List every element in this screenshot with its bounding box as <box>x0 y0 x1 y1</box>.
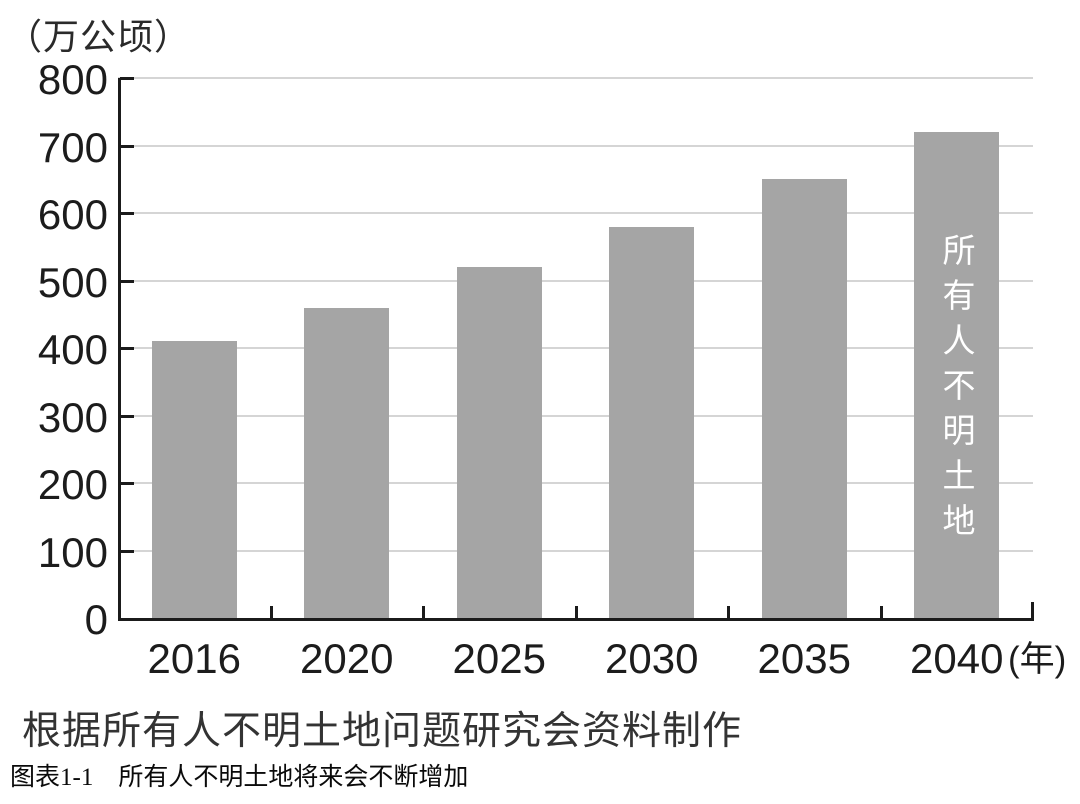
y-axis-label-400: 400 <box>37 326 108 373</box>
y-axis-tick-700 <box>120 144 134 148</box>
gridline-800 <box>118 77 1033 79</box>
gridline-700 <box>118 144 1033 147</box>
figure-caption: 图表1-1 所有人不明土地将来会不断增加 <box>10 764 469 791</box>
x-axis-line <box>118 618 1034 621</box>
x-axis-label-2040: 2040 <box>910 635 1004 682</box>
y-axis-label-100: 100 <box>37 528 108 576</box>
y-axis-tick-600 <box>120 212 134 215</box>
x-axis-end-tick <box>1031 602 1034 618</box>
y-axis-label-800: 800 <box>37 56 108 103</box>
gridline-200 <box>118 482 1033 484</box>
x-axis-tick-4 <box>727 606 730 618</box>
last-bar-inner-label: 所有人不明土地 <box>938 232 975 548</box>
bar-2016 <box>151 341 237 618</box>
bar-2020 <box>304 307 390 618</box>
gridline-100 <box>118 549 1033 552</box>
bar-2040 <box>914 132 1000 618</box>
y-axis-label-200: 200 <box>37 461 108 508</box>
y-axis-tick-100 <box>120 549 134 553</box>
y-axis-label-700: 700 <box>37 123 108 171</box>
bar-2025 <box>456 267 542 618</box>
y-axis-label-600: 600 <box>37 191 108 238</box>
y-axis-tick-800 <box>120 77 134 80</box>
gridline-500 <box>118 279 1033 282</box>
gridline-400 <box>118 347 1033 349</box>
x-axis-tick-2 <box>422 606 425 618</box>
x-axis-tick-5 <box>879 606 883 618</box>
y-axis-tick-400 <box>120 347 134 350</box>
bar-2030 <box>609 226 695 618</box>
x-axis-label-2030: 2030 <box>605 635 699 682</box>
y-axis-line <box>118 78 121 621</box>
x-axis-label-2035: 2035 <box>757 635 851 682</box>
y-axis-tick-200 <box>120 482 134 485</box>
y-axis-unit-label: （万公顷） <box>6 16 192 57</box>
x-axis-tick-1 <box>269 606 273 618</box>
source-note: 根据所有人不明土地问题研究会资料制作 <box>22 710 743 753</box>
x-axis-tick-3 <box>574 606 578 618</box>
y-axis-label-500: 500 <box>37 258 108 306</box>
y-axis-tick-500 <box>120 279 134 283</box>
gridline-600 <box>118 212 1033 214</box>
x-axis-label-2025: 2025 <box>452 635 546 682</box>
x-axis-label-2020: 2020 <box>300 635 394 682</box>
y-axis-label-0: 0 <box>84 596 108 643</box>
x-axis-label-2016: 2016 <box>147 635 241 682</box>
x-axis-unit-suffix: (年) <box>1008 640 1067 679</box>
y-axis-tick-300 <box>120 414 134 418</box>
gridline-300 <box>118 414 1033 417</box>
y-axis-label-300: 300 <box>37 393 108 441</box>
bar-2035 <box>761 179 847 618</box>
